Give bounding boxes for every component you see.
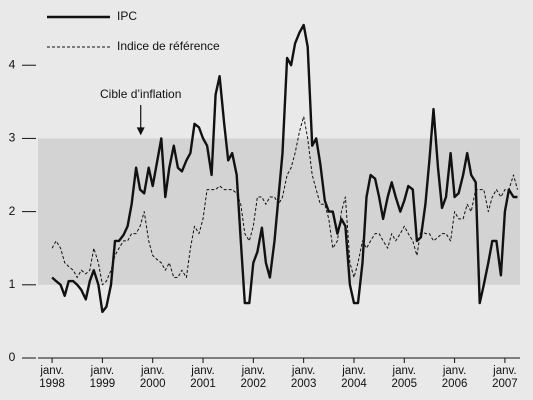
x-tick-label: janv. 2007 xyxy=(492,365,518,390)
x-tick-label: janv. 1999 xyxy=(89,365,116,390)
series-line xyxy=(51,116,518,286)
legend-label: Indice de référence xyxy=(117,39,220,53)
series-line xyxy=(51,23,518,314)
x-tick-label: janv. 2005 xyxy=(391,365,418,390)
target-band xyxy=(38,138,520,285)
legend-label: IPC xyxy=(117,9,137,23)
y-tick-label: 0 xyxy=(9,350,16,364)
y-tick-label: 3 xyxy=(9,131,16,145)
x-tick-label: janv. 2002 xyxy=(240,365,267,390)
annotation: Cible d’inflation xyxy=(100,87,181,101)
x-tick-label: janv. 2006 xyxy=(441,365,468,390)
x-tick-label: janv. 2003 xyxy=(290,365,317,390)
annotation-arrowhead xyxy=(136,127,145,136)
x-tick-label: janv. 1998 xyxy=(39,365,65,390)
y-tick-label: 1 xyxy=(9,277,16,291)
x-tick-label: janv. 2001 xyxy=(190,365,216,390)
y-tick-label: 4 xyxy=(9,57,16,71)
x-tick-label: janv. 2004 xyxy=(341,365,367,390)
y-tick-label: 2 xyxy=(9,204,16,218)
x-tick-label: janv. 2000 xyxy=(139,365,166,390)
